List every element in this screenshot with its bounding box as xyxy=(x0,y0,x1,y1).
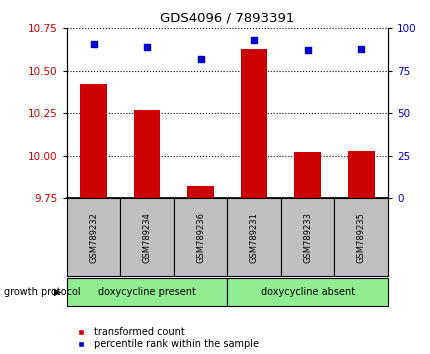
Bar xyxy=(240,49,267,198)
Bar xyxy=(173,198,227,276)
Bar xyxy=(227,198,280,276)
Bar xyxy=(334,198,387,276)
Point xyxy=(304,47,310,53)
Text: GSM789235: GSM789235 xyxy=(356,212,365,263)
Bar xyxy=(67,278,227,306)
Text: doxycycline absent: doxycycline absent xyxy=(260,287,354,297)
Text: GSM789231: GSM789231 xyxy=(249,212,258,263)
Point xyxy=(197,56,203,62)
Point xyxy=(90,41,97,46)
Bar xyxy=(294,152,320,198)
Text: doxycycline present: doxycycline present xyxy=(98,287,196,297)
Bar xyxy=(67,198,120,276)
Bar xyxy=(227,278,387,306)
Bar xyxy=(133,110,160,198)
Text: GSM789232: GSM789232 xyxy=(89,212,98,263)
Legend: transformed count, percentile rank within the sample: transformed count, percentile rank withi… xyxy=(71,327,258,349)
Text: ▶: ▶ xyxy=(54,287,62,297)
Text: GSM789234: GSM789234 xyxy=(142,212,151,263)
Text: GSM789233: GSM789233 xyxy=(302,212,311,263)
Title: GDS4096 / 7893391: GDS4096 / 7893391 xyxy=(160,11,294,24)
Point xyxy=(357,46,364,52)
Bar xyxy=(280,198,334,276)
Text: GSM789236: GSM789236 xyxy=(196,212,205,263)
Text: growth protocol: growth protocol xyxy=(4,287,81,297)
Point xyxy=(143,44,150,50)
Bar xyxy=(120,198,173,276)
Bar xyxy=(80,84,107,198)
Bar xyxy=(187,186,213,198)
Point xyxy=(250,38,257,43)
Bar xyxy=(347,151,374,198)
